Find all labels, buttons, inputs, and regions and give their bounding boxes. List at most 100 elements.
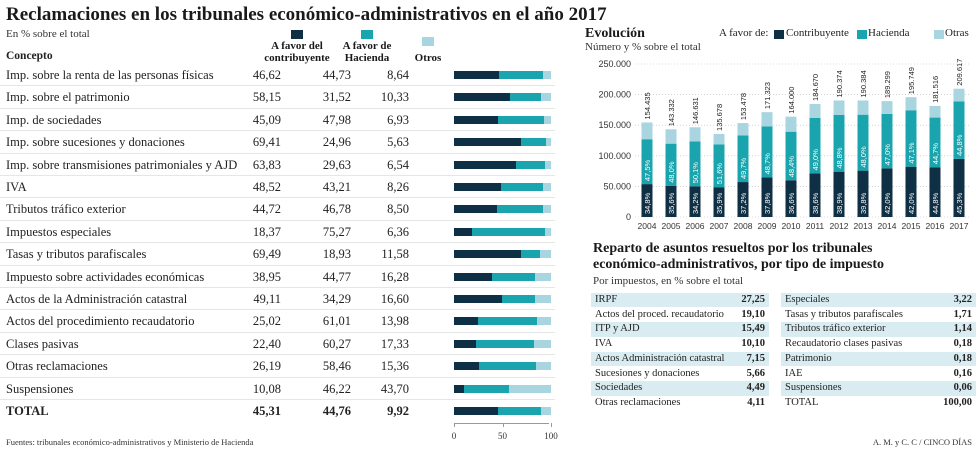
row-name: Imp. sobre la renta de las personas físi…	[6, 68, 214, 82]
evo-label-hacienda: 44,7%	[931, 143, 940, 165]
bar-hacienda	[497, 407, 542, 415]
reparto-row: TOTAL 100,00	[781, 395, 976, 411]
reparto-row: Actos Administración catastral 7,15	[591, 351, 769, 367]
reparto-name: IAE	[785, 367, 803, 379]
reparto-name: IVA	[595, 338, 613, 350]
value-hacienda: 44,76	[322, 404, 351, 418]
bar-otros	[540, 93, 551, 102]
evo-label-hacienda: 47,1%	[907, 142, 916, 164]
reparto-value: 19,10	[741, 308, 765, 320]
reparto-row: Actos del proced. recaudatorio 19,10	[591, 307, 769, 323]
x-tick-label: 2004	[638, 221, 657, 231]
evo-label-contribuyente: 37,8%	[763, 192, 772, 214]
reparto-title: Reparto de asuntos resueltos por los tri…	[593, 241, 885, 272]
legend-otras: Otras	[945, 27, 969, 39]
legend-title: A favor de:	[719, 27, 769, 39]
bar-hacienda	[515, 160, 545, 169]
bar-contribuyente	[454, 339, 476, 348]
bar-hacienda	[510, 93, 541, 102]
bar-hacienda	[475, 339, 535, 348]
bar-hacienda	[471, 227, 545, 236]
evo-label-total: 154.435	[643, 92, 652, 119]
evo-label-hacienda: 49,7%	[739, 157, 748, 179]
reparto-row: Sociedades 4,49	[591, 381, 769, 396]
reparto-value: 0,18	[953, 352, 972, 364]
evolucion-title: Evolución	[585, 26, 645, 41]
evo-label-hacienda: 51,6%	[715, 163, 724, 185]
value-contribuyente: 48,52	[252, 180, 281, 194]
x-tick-label: 2008	[734, 221, 753, 231]
reparto-name: Suspensiones	[785, 382, 842, 394]
evo-label-contribuyente: 35,9%	[715, 192, 724, 214]
table-row: Tributos tráfico exterior 44,72 46,78 8,50	[0, 198, 555, 221]
evolucion-subtitle: Número y % sobre el total	[585, 41, 701, 53]
value-hacienda: 75,27	[322, 224, 351, 239]
value-hacienda: 61,01	[322, 314, 351, 329]
table-row: Imp. de sociedades 45,09 47,98 6,93	[0, 109, 555, 132]
contribuyente-header: A favor del contribuyente	[264, 40, 330, 64]
value-hacienda: 46,78	[322, 202, 351, 217]
hbar-axis-line	[454, 423, 549, 424]
value-otros: 8,64	[387, 68, 409, 82]
row-name: TOTAL	[6, 404, 49, 418]
x-tick-label: 2015	[902, 221, 921, 231]
reparto-row: Sucesiones y donaciones 5,66	[591, 366, 769, 381]
evo-bar-hacienda	[953, 101, 965, 159]
x-tick-label: 2016	[926, 221, 945, 231]
reparto-value: 1,71	[953, 308, 972, 320]
evo-label-contribuyente: 34,8%	[643, 192, 652, 214]
evo-bar-hacienda	[809, 117, 821, 174]
bar-otros	[539, 250, 551, 259]
reparto-value: 100,00	[943, 396, 972, 408]
row-name: Impuesto sobre actividades económicas	[6, 269, 205, 284]
otros-header: Otros	[414, 52, 442, 64]
page-subtitle: En % sobre el total	[6, 28, 90, 40]
table-row: Tasas y tributos parafiscales 69,49 18,93 1…	[0, 243, 555, 266]
evo-label-contribuyente: 36,6%	[787, 192, 796, 214]
reparto-value: 1,14	[953, 323, 972, 335]
reparto-row: Especiales 3,22	[781, 293, 976, 308]
tax-table: Imp. sobre la renta de las personas físi…	[0, 64, 560, 424]
bar-contribuyente	[454, 227, 472, 236]
value-otros: 16,60	[380, 292, 409, 306]
evo-label-hacienda: 48,0%	[859, 146, 868, 168]
contribuyente-swatch	[291, 30, 303, 39]
evo-bar-hacienda	[857, 114, 869, 171]
row-name: Tasas y tributos parafiscales	[6, 247, 147, 262]
evo-label-hacienda: 44,8%	[955, 134, 964, 156]
evo-bar-otras	[665, 129, 677, 144]
evo-bar-otras	[857, 100, 869, 115]
y-tick-label: 0	[626, 212, 631, 222]
legend-contribuyente-swatch	[774, 30, 784, 39]
bar-contribuyente	[454, 384, 464, 393]
reparto-name: Actos Administración catastral	[595, 352, 725, 364]
row-name: Clases pasivas	[6, 336, 79, 351]
value-otros: 11,58	[381, 247, 409, 262]
reparto-row: Otras reclamaciones 4,11	[591, 395, 769, 411]
evo-bar-contribuyente	[809, 173, 821, 217]
evo-label-contribuyente: 42,0%	[907, 192, 916, 214]
evo-label-total: 135.678	[715, 104, 724, 131]
reparto-value: 0,06	[953, 382, 972, 394]
evo-bar-contribuyente	[905, 166, 917, 217]
evo-label-contribuyente: 42,0%	[883, 192, 892, 214]
value-contribuyente: 46,62	[252, 68, 281, 82]
value-otros: 8,26	[387, 180, 409, 194]
evo-label-total: 195.749	[907, 67, 916, 94]
evo-bar-hacienda	[737, 135, 749, 183]
evo-bar-otras	[641, 122, 653, 140]
x-tick-label: 2005	[662, 221, 681, 231]
bar-contribuyente	[454, 272, 492, 281]
evo-bar-contribuyente	[929, 167, 941, 217]
evo-label-hacienda: 48,8%	[835, 147, 844, 169]
table-row: Imp. sobre sucesiones y donaciones 69,41 2…	[0, 131, 555, 154]
reparto-name: Especiales	[785, 294, 830, 305]
table-row: Actos del procedimiento recaudatorio 25,0…	[0, 310, 555, 333]
legend-hacienda-swatch	[857, 30, 867, 39]
row-name: IVA	[6, 180, 27, 194]
bar-contribuyente	[454, 362, 480, 371]
bar-contribuyente	[454, 295, 502, 303]
evo-bar-hacienda	[833, 114, 845, 172]
bar-otros	[545, 138, 551, 147]
value-otros: 8,50	[387, 202, 409, 217]
